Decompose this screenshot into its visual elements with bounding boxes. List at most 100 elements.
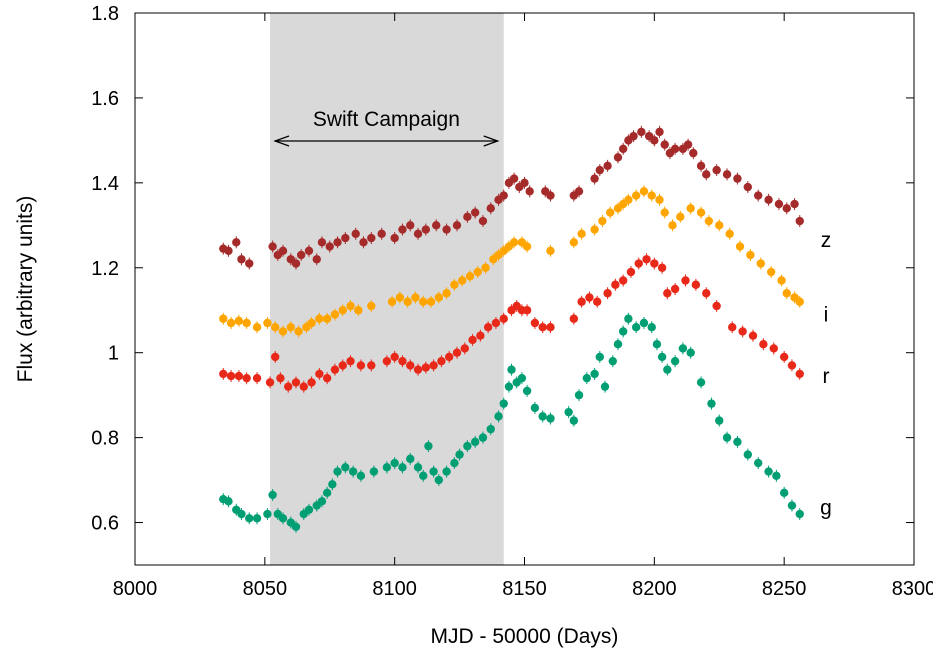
x-tick-label: 8100: [372, 578, 417, 600]
data-point-r: [748, 331, 758, 340]
data-point-g: [429, 467, 438, 476]
data-point-g: [268, 490, 277, 500]
data-point-i: [219, 314, 228, 323]
swift-campaign-arrow-right-head: [483, 135, 500, 147]
data-point-r: [476, 331, 485, 340]
data-point-r: [234, 371, 244, 381]
data-point-r: [611, 280, 620, 289]
data-point-r: [307, 378, 316, 387]
axis-ticks: 8000 8050 8100 8150 8200 8250 8300 0.6 0.8 1 1.2 1.…: [91, 3, 933, 600]
data-point-g: [715, 416, 724, 425]
data-point-g: [245, 514, 254, 523]
data-point-g: [795, 509, 804, 519]
data-point-i: [624, 195, 633, 205]
data-point-z: [367, 233, 376, 243]
data-point-z: [629, 131, 638, 141]
data-point-r: [265, 378, 275, 387]
y-axis-title: Flux (arbitrary units): [14, 196, 37, 383]
data-point-g: [291, 522, 301, 531]
data-point-z: [421, 225, 431, 234]
x-tick-label: 8300: [892, 578, 933, 600]
data-point-r: [593, 297, 602, 306]
data-point-z: [790, 199, 799, 209]
data-point-r: [577, 297, 586, 306]
data-point-i: [403, 297, 412, 306]
data-point-r: [618, 276, 628, 285]
data-point-r: [787, 361, 797, 370]
data-point-r: [681, 276, 690, 285]
data-point-g: [733, 437, 742, 447]
data-point-i: [598, 216, 607, 226]
data-point-i: [450, 280, 459, 289]
data-point-z: [655, 127, 664, 137]
data-point-g: [590, 369, 599, 379]
x-axis-title: MJD - 50000 (Days): [431, 625, 619, 648]
data-point-g: [494, 412, 503, 421]
data-point-i: [395, 293, 405, 302]
data-point-z: [743, 182, 753, 192]
data-point-z: [268, 242, 277, 251]
data-point-z: [637, 127, 646, 137]
data-point-z: [795, 216, 804, 226]
data-point-z: [702, 170, 711, 179]
x-tick-label: 8000: [113, 578, 158, 600]
x-tick-label: 8250: [762, 578, 807, 600]
data-point-z: [351, 229, 360, 238]
data-point-z: [278, 246, 288, 255]
y-tick-label: 1.8: [91, 3, 119, 25]
data-point-z: [237, 255, 246, 264]
data-point-g: [631, 323, 641, 332]
data-point-i: [577, 229, 586, 238]
data-point-r: [538, 323, 547, 332]
data-point-g: [787, 501, 797, 510]
data-point-g: [530, 403, 540, 413]
data-point-i: [668, 221, 677, 230]
data-point-z: [232, 238, 241, 247]
data-point-i: [509, 238, 519, 247]
data-point-g: [574, 390, 584, 400]
data-point-g: [618, 327, 628, 336]
y-tick-label: 0.6: [91, 513, 119, 535]
data-point-r: [429, 361, 438, 370]
data-point-z: [470, 208, 480, 217]
data-point-g: [595, 352, 605, 362]
swift-campaign-label: Swift Campaign: [313, 108, 460, 131]
data-point-i: [294, 327, 303, 336]
data-point-i: [278, 327, 288, 336]
data-point-r: [670, 284, 680, 294]
data-point-r: [346, 356, 355, 366]
data-point-g: [538, 412, 547, 421]
data-point-g: [663, 365, 672, 374]
series-label-g: g: [820, 497, 832, 520]
data-point-r: [642, 255, 651, 264]
series-z: [219, 125, 804, 270]
data-point-i: [782, 289, 791, 298]
data-point-g: [398, 463, 407, 472]
data-point-i: [242, 318, 251, 328]
data-point-r: [738, 327, 747, 336]
data-point-i: [426, 297, 436, 306]
data-point-r: [413, 365, 423, 374]
data-point-r: [585, 293, 594, 302]
data-point-g: [419, 471, 428, 481]
data-point-g: [463, 441, 472, 451]
series-label-i: i: [824, 303, 829, 326]
data-point-z: [224, 246, 233, 255]
data-point-r: [284, 382, 293, 391]
data-point-i: [696, 208, 706, 217]
plot-frame: [134, 12, 915, 566]
data-point-r: [390, 352, 399, 362]
data-point-z: [774, 199, 784, 209]
data-point-g: [406, 454, 415, 464]
data-point-i: [686, 204, 695, 213]
data-point-g: [499, 399, 508, 408]
data-point-i: [234, 316, 244, 326]
data-point-r: [769, 344, 778, 353]
data-point-g: [237, 509, 246, 519]
data-point-i: [569, 238, 579, 247]
data-point-g: [546, 414, 555, 423]
data-point-i: [322, 314, 332, 323]
data-point-z: [486, 204, 495, 213]
data-point-g: [382, 463, 392, 472]
